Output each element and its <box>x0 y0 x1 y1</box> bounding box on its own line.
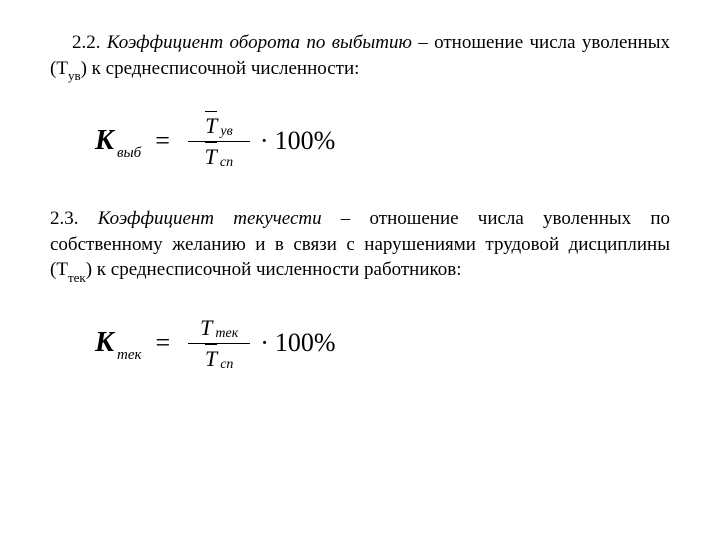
section-title: Коэффициент оборота по выбытию <box>107 32 412 53</box>
multiply-dot: · <box>260 126 269 156</box>
den-t-2: Т <box>205 346 217 371</box>
fraction: Т ув Т сп <box>188 111 250 172</box>
text2-part-2: ) к среднесписочной численности работник… <box>86 259 462 280</box>
overline-wrap-3: Т <box>205 346 217 372</box>
equals-sign: = <box>155 126 170 156</box>
fraction-2: Т тек Т сп <box>188 313 250 374</box>
formula-k-term: К выб <box>95 125 141 157</box>
k-letter-2: К <box>95 327 114 359</box>
subscript-uv: ув <box>68 68 81 83</box>
overline-wrap: Т <box>205 113 217 139</box>
k-letter: К <box>95 125 114 157</box>
section-number-2: 2.3. <box>50 208 79 229</box>
numerator: Т ув <box>199 111 239 141</box>
formula-2: К тек = Т тек Т сп · 100% <box>95 313 670 374</box>
numerator-2: Т тек <box>194 313 244 343</box>
dash: – <box>412 32 434 53</box>
den-t: Т <box>205 144 217 169</box>
subscript-tek: тек <box>68 270 86 285</box>
den-sub-2: сп <box>220 357 233 373</box>
text-part-2: ) к среднесписочной численности: <box>81 58 360 79</box>
denominator: Т сп <box>199 142 239 172</box>
den-sub: сп <box>220 155 233 171</box>
num-t: Т <box>205 113 217 138</box>
num-sub-2: тек <box>215 326 238 342</box>
equals-sign-2: = <box>156 328 171 358</box>
k-subscript-2: тек <box>117 347 142 364</box>
dash-2: – <box>322 208 370 229</box>
section-2-2-text: 2.2. Коэффициент оборота по выбытию – от… <box>50 30 670 83</box>
multiply-dot-2: · <box>260 328 269 358</box>
denominator-2: Т сп <box>199 344 239 374</box>
num-t-2: Т <box>200 315 212 341</box>
formula-1: К выб = Т ув Т сп · 100% <box>95 111 670 172</box>
section-title-2: Коэффициент текучести <box>98 208 322 229</box>
section-2-3-text: 2.3. Коэффициент текучести – отношение ч… <box>50 206 670 285</box>
hundred-percent-2: 100% <box>275 328 336 358</box>
num-sub: ув <box>220 124 232 140</box>
k-subscript: выб <box>117 145 141 162</box>
formula2-k-term: К тек <box>95 327 142 359</box>
section-number: 2.2. <box>72 32 101 53</box>
hundred-percent: 100% <box>275 126 336 156</box>
overline-wrap-2: Т <box>205 144 217 170</box>
